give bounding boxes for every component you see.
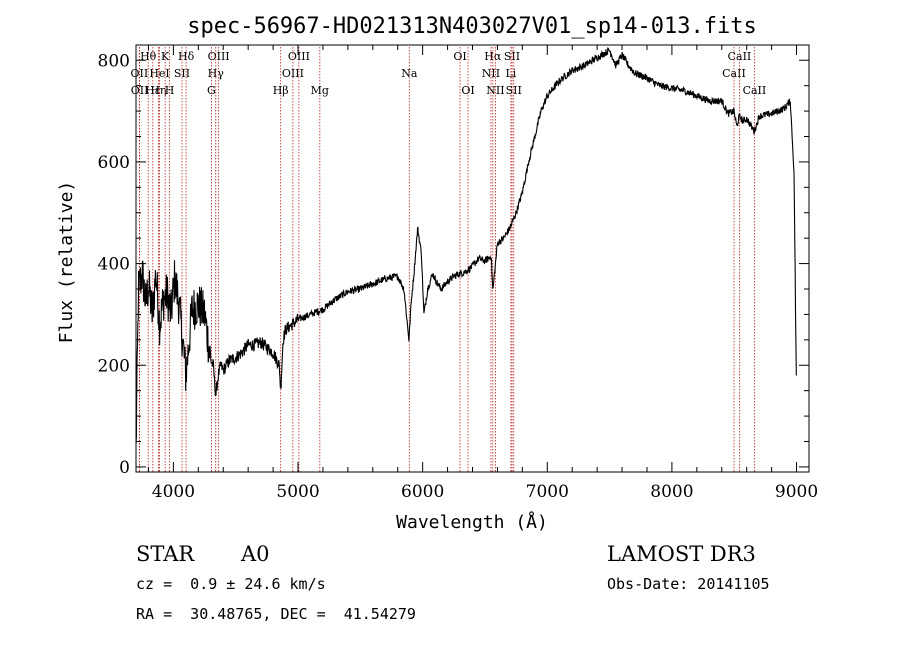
line-label-12: G — [207, 84, 216, 97]
line-label-13: Hβ — [273, 84, 289, 97]
line-label-20: Hα — [484, 50, 502, 63]
object-class: STAR — [136, 542, 195, 566]
coordinates-text: RA = 30.48765, DEC = 41.54279 — [136, 605, 416, 623]
line-label-6: K — [161, 50, 170, 63]
line-label-16: Mg — [311, 84, 329, 97]
x-tick-label-6000: 6000 — [401, 482, 444, 502]
line-label-23: SII — [504, 50, 520, 63]
y-tick-label-600: 600 — [98, 153, 130, 173]
line-label-11: Hγ — [208, 67, 225, 80]
y-tick-label-0: 0 — [119, 458, 130, 478]
object-subclass: A0 — [240, 542, 270, 566]
line-label-18: OI — [453, 50, 466, 63]
x-axis-label: Wavelength (Å) — [396, 511, 548, 533]
x-axis: 4000 5000 6000 7000 8000 9000 — [147, 45, 818, 502]
y-tick-label-800: 800 — [98, 51, 130, 71]
y-axis-label: Flux (relative) — [56, 181, 77, 344]
line-label-17: Na — [401, 67, 418, 80]
line-label-26: CaII — [722, 67, 746, 80]
line-label-7: SII — [174, 67, 190, 80]
line-label-19: OI — [461, 84, 474, 97]
line-label-10: OIII — [208, 50, 230, 63]
x-tick-label-5000: 5000 — [276, 482, 319, 502]
line-label-14: OIII — [288, 50, 310, 63]
line-label-8: H — [165, 84, 175, 97]
line-label-3: Hε — [145, 84, 161, 97]
series-flux-line — [135, 47, 797, 445]
x-tick-label-8000: 8000 — [650, 482, 693, 502]
line-label-2: OII — [131, 84, 149, 97]
line-label-4: HeI — [149, 67, 169, 80]
line-label-0: Hθ — [140, 50, 157, 63]
line-label-15: OIII — [282, 67, 304, 80]
line-label-25: SII — [506, 84, 522, 97]
line-label-22: NII — [486, 84, 504, 97]
line-label-21: NII — [482, 67, 500, 80]
line-label-27: CaII — [728, 50, 752, 63]
line-label-5: Hη — [150, 84, 166, 97]
x-tick-label-4000: 4000 — [152, 482, 195, 502]
line-label-28: CaII — [743, 84, 767, 97]
obs-date-text: Obs-Date: 20141105 — [607, 575, 770, 593]
chart-title: spec-56967-HD021313N403027V01_sp14-013.f… — [187, 14, 757, 39]
survey-name: LAMOST DR3 — [607, 542, 756, 566]
line-label-24: Li — [505, 67, 516, 80]
y-axis: 0 200 400 600 800 — [98, 51, 809, 478]
x-tick-label-7000: 7000 — [526, 482, 569, 502]
y-tick-label-200: 200 — [98, 356, 130, 376]
plot-frame — [135, 44, 810, 473]
line-label-9: Hδ — [178, 50, 195, 63]
x-tick-label-9000: 9000 — [775, 482, 818, 502]
redshift-text: cz = 0.9 ± 24.6 km/s — [136, 575, 326, 593]
line-label-1: OII — [131, 67, 149, 80]
y-tick-label-400: 400 — [98, 255, 130, 275]
